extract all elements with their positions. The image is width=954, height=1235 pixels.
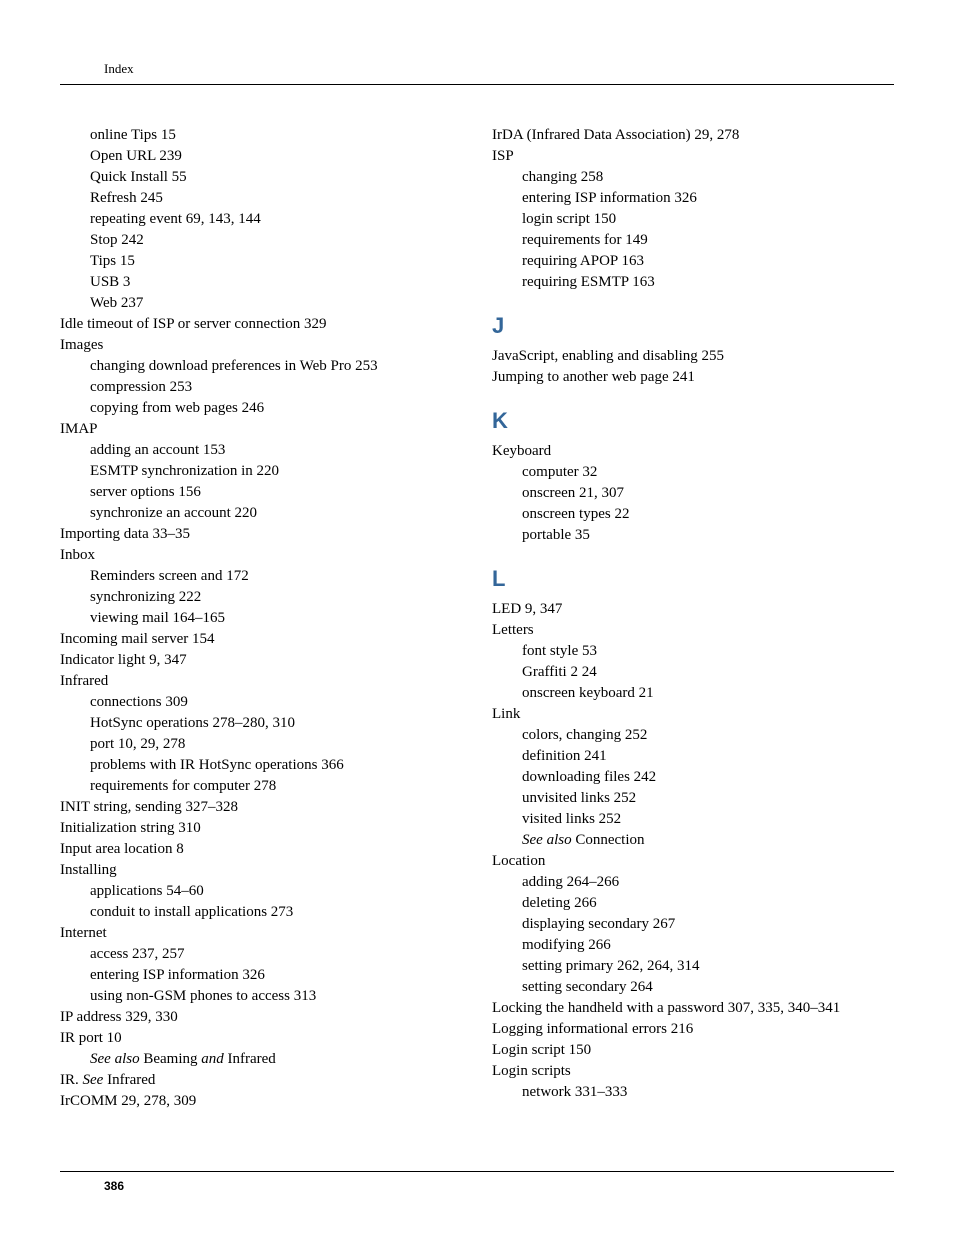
index-entry: visited links 252 xyxy=(522,809,894,830)
index-entry: setting primary 262, 264, 314 xyxy=(522,956,894,977)
index-entry: Internet xyxy=(60,923,462,944)
index-entry: Quick Install 55 xyxy=(90,167,462,188)
index-entry: colors, changing 252 xyxy=(522,725,894,746)
index-entry: USB 3 xyxy=(90,272,462,293)
index-entry: network 331–333 xyxy=(522,1082,894,1103)
index-entry: Letters xyxy=(492,620,894,641)
index-entry: Inbox xyxy=(60,545,462,566)
index-entry: Incoming mail server 154 xyxy=(60,629,462,650)
index-entry: displaying secondary 267 xyxy=(522,914,894,935)
index-entry: computer 32 xyxy=(522,462,894,483)
index-entry: port 10, 29, 278 xyxy=(90,734,462,755)
index-entry: Installing xyxy=(60,860,462,881)
index-entry: Stop 242 xyxy=(90,230,462,251)
index-entry: Importing data 33–35 xyxy=(60,524,462,545)
index-entry: connections 309 xyxy=(90,692,462,713)
index-entry: definition 241 xyxy=(522,746,894,767)
index-entry: adding 264–266 xyxy=(522,872,894,893)
index-entry: IP address 329, 330 xyxy=(60,1007,462,1028)
index-entry: Tips 15 xyxy=(90,251,462,272)
index-entry: unvisited links 252 xyxy=(522,788,894,809)
index-entry: portable 35 xyxy=(522,525,894,546)
left-column: online Tips 15Open URL 239Quick Install … xyxy=(60,125,462,1112)
index-columns: online Tips 15Open URL 239Quick Install … xyxy=(60,125,894,1112)
index-letter-heading: J xyxy=(492,311,894,342)
index-entry: Reminders screen and 172 xyxy=(90,566,462,587)
index-entry: Location xyxy=(492,851,894,872)
index-entry: Refresh 245 xyxy=(90,188,462,209)
index-entry: See also Beaming and Infrared xyxy=(90,1049,462,1070)
index-entry: requiring ESMTP 163 xyxy=(522,272,894,293)
index-letter-heading: K xyxy=(492,406,894,437)
index-entry: Open URL 239 xyxy=(90,146,462,167)
index-entry: problems with IR HotSync operations 366 xyxy=(90,755,462,776)
index-entry: INIT string, sending 327–328 xyxy=(60,797,462,818)
index-entry: access 237, 257 xyxy=(90,944,462,965)
index-entry: Logging informational errors 216 xyxy=(492,1019,894,1040)
index-entry: entering ISP information 326 xyxy=(90,965,462,986)
index-entry: IR. See Infrared xyxy=(60,1070,462,1091)
index-entry: using non-GSM phones to access 313 xyxy=(90,986,462,1007)
index-entry: viewing mail 164–165 xyxy=(90,608,462,629)
index-letter-heading: L xyxy=(492,564,894,595)
index-entry: onscreen keyboard 21 xyxy=(522,683,894,704)
index-entry: requirements for 149 xyxy=(522,230,894,251)
index-entry: Jumping to another web page 241 xyxy=(492,367,894,388)
index-entry: Keyboard xyxy=(492,441,894,462)
index-entry: Login script 150 xyxy=(492,1040,894,1061)
index-entry: repeating event 69, 143, 144 xyxy=(90,209,462,230)
index-entry: requirements for computer 278 xyxy=(90,776,462,797)
index-entry: synchronizing 222 xyxy=(90,587,462,608)
index-entry: conduit to install applications 273 xyxy=(90,902,462,923)
index-entry: LED 9, 347 xyxy=(492,599,894,620)
index-entry: copying from web pages 246 xyxy=(90,398,462,419)
index-entry: server options 156 xyxy=(90,482,462,503)
page-number: 386 xyxy=(104,1178,894,1195)
index-entry: compression 253 xyxy=(90,377,462,398)
index-entry: Input area location 8 xyxy=(60,839,462,860)
index-entry: Web 237 xyxy=(90,293,462,314)
index-entry: Graffiti 2 24 xyxy=(522,662,894,683)
index-entry: ISP xyxy=(492,146,894,167)
right-column: IrDA (Infrared Data Association) 29, 278… xyxy=(492,125,894,1112)
index-entry: modifying 266 xyxy=(522,935,894,956)
index-entry: IrCOMM 29, 278, 309 xyxy=(60,1091,462,1112)
index-entry: onscreen types 22 xyxy=(522,504,894,525)
index-entry: setting secondary 264 xyxy=(522,977,894,998)
index-entry: IR port 10 xyxy=(60,1028,462,1049)
index-entry: Infrared xyxy=(60,671,462,692)
index-entry: HotSync operations 278–280, 310 xyxy=(90,713,462,734)
index-entry: changing download preferences in Web Pro… xyxy=(90,356,462,377)
index-entry: online Tips 15 xyxy=(90,125,462,146)
page-footer: 386 xyxy=(60,1171,894,1195)
index-entry: Images xyxy=(60,335,462,356)
index-entry: Initialization string 310 xyxy=(60,818,462,839)
index-entry: applications 54–60 xyxy=(90,881,462,902)
index-entry: Indicator light 9, 347 xyxy=(60,650,462,671)
index-entry: font style 53 xyxy=(522,641,894,662)
index-entry: deleting 266 xyxy=(522,893,894,914)
index-entry: Idle timeout of ISP or server connection… xyxy=(60,314,462,335)
index-entry: downloading files 242 xyxy=(522,767,894,788)
index-entry: See also Connection xyxy=(522,830,894,851)
index-entry: IrDA (Infrared Data Association) 29, 278 xyxy=(492,125,894,146)
index-entry: Login scripts xyxy=(492,1061,894,1082)
index-entry: IMAP xyxy=(60,419,462,440)
page-header: Index xyxy=(60,60,894,85)
index-entry: synchronize an account 220 xyxy=(90,503,462,524)
index-entry: adding an account 153 xyxy=(90,440,462,461)
index-entry: Link xyxy=(492,704,894,725)
index-entry: onscreen 21, 307 xyxy=(522,483,894,504)
index-entry: JavaScript, enabling and disabling 255 xyxy=(492,346,894,367)
index-entry: changing 258 xyxy=(522,167,894,188)
index-entry: login script 150 xyxy=(522,209,894,230)
index-entry: ESMTP synchronization in 220 xyxy=(90,461,462,482)
header-section-label: Index xyxy=(104,60,894,78)
index-entry: Locking the handheld with a password 307… xyxy=(492,998,894,1019)
index-entry: entering ISP information 326 xyxy=(522,188,894,209)
index-entry: requiring APOP 163 xyxy=(522,251,894,272)
